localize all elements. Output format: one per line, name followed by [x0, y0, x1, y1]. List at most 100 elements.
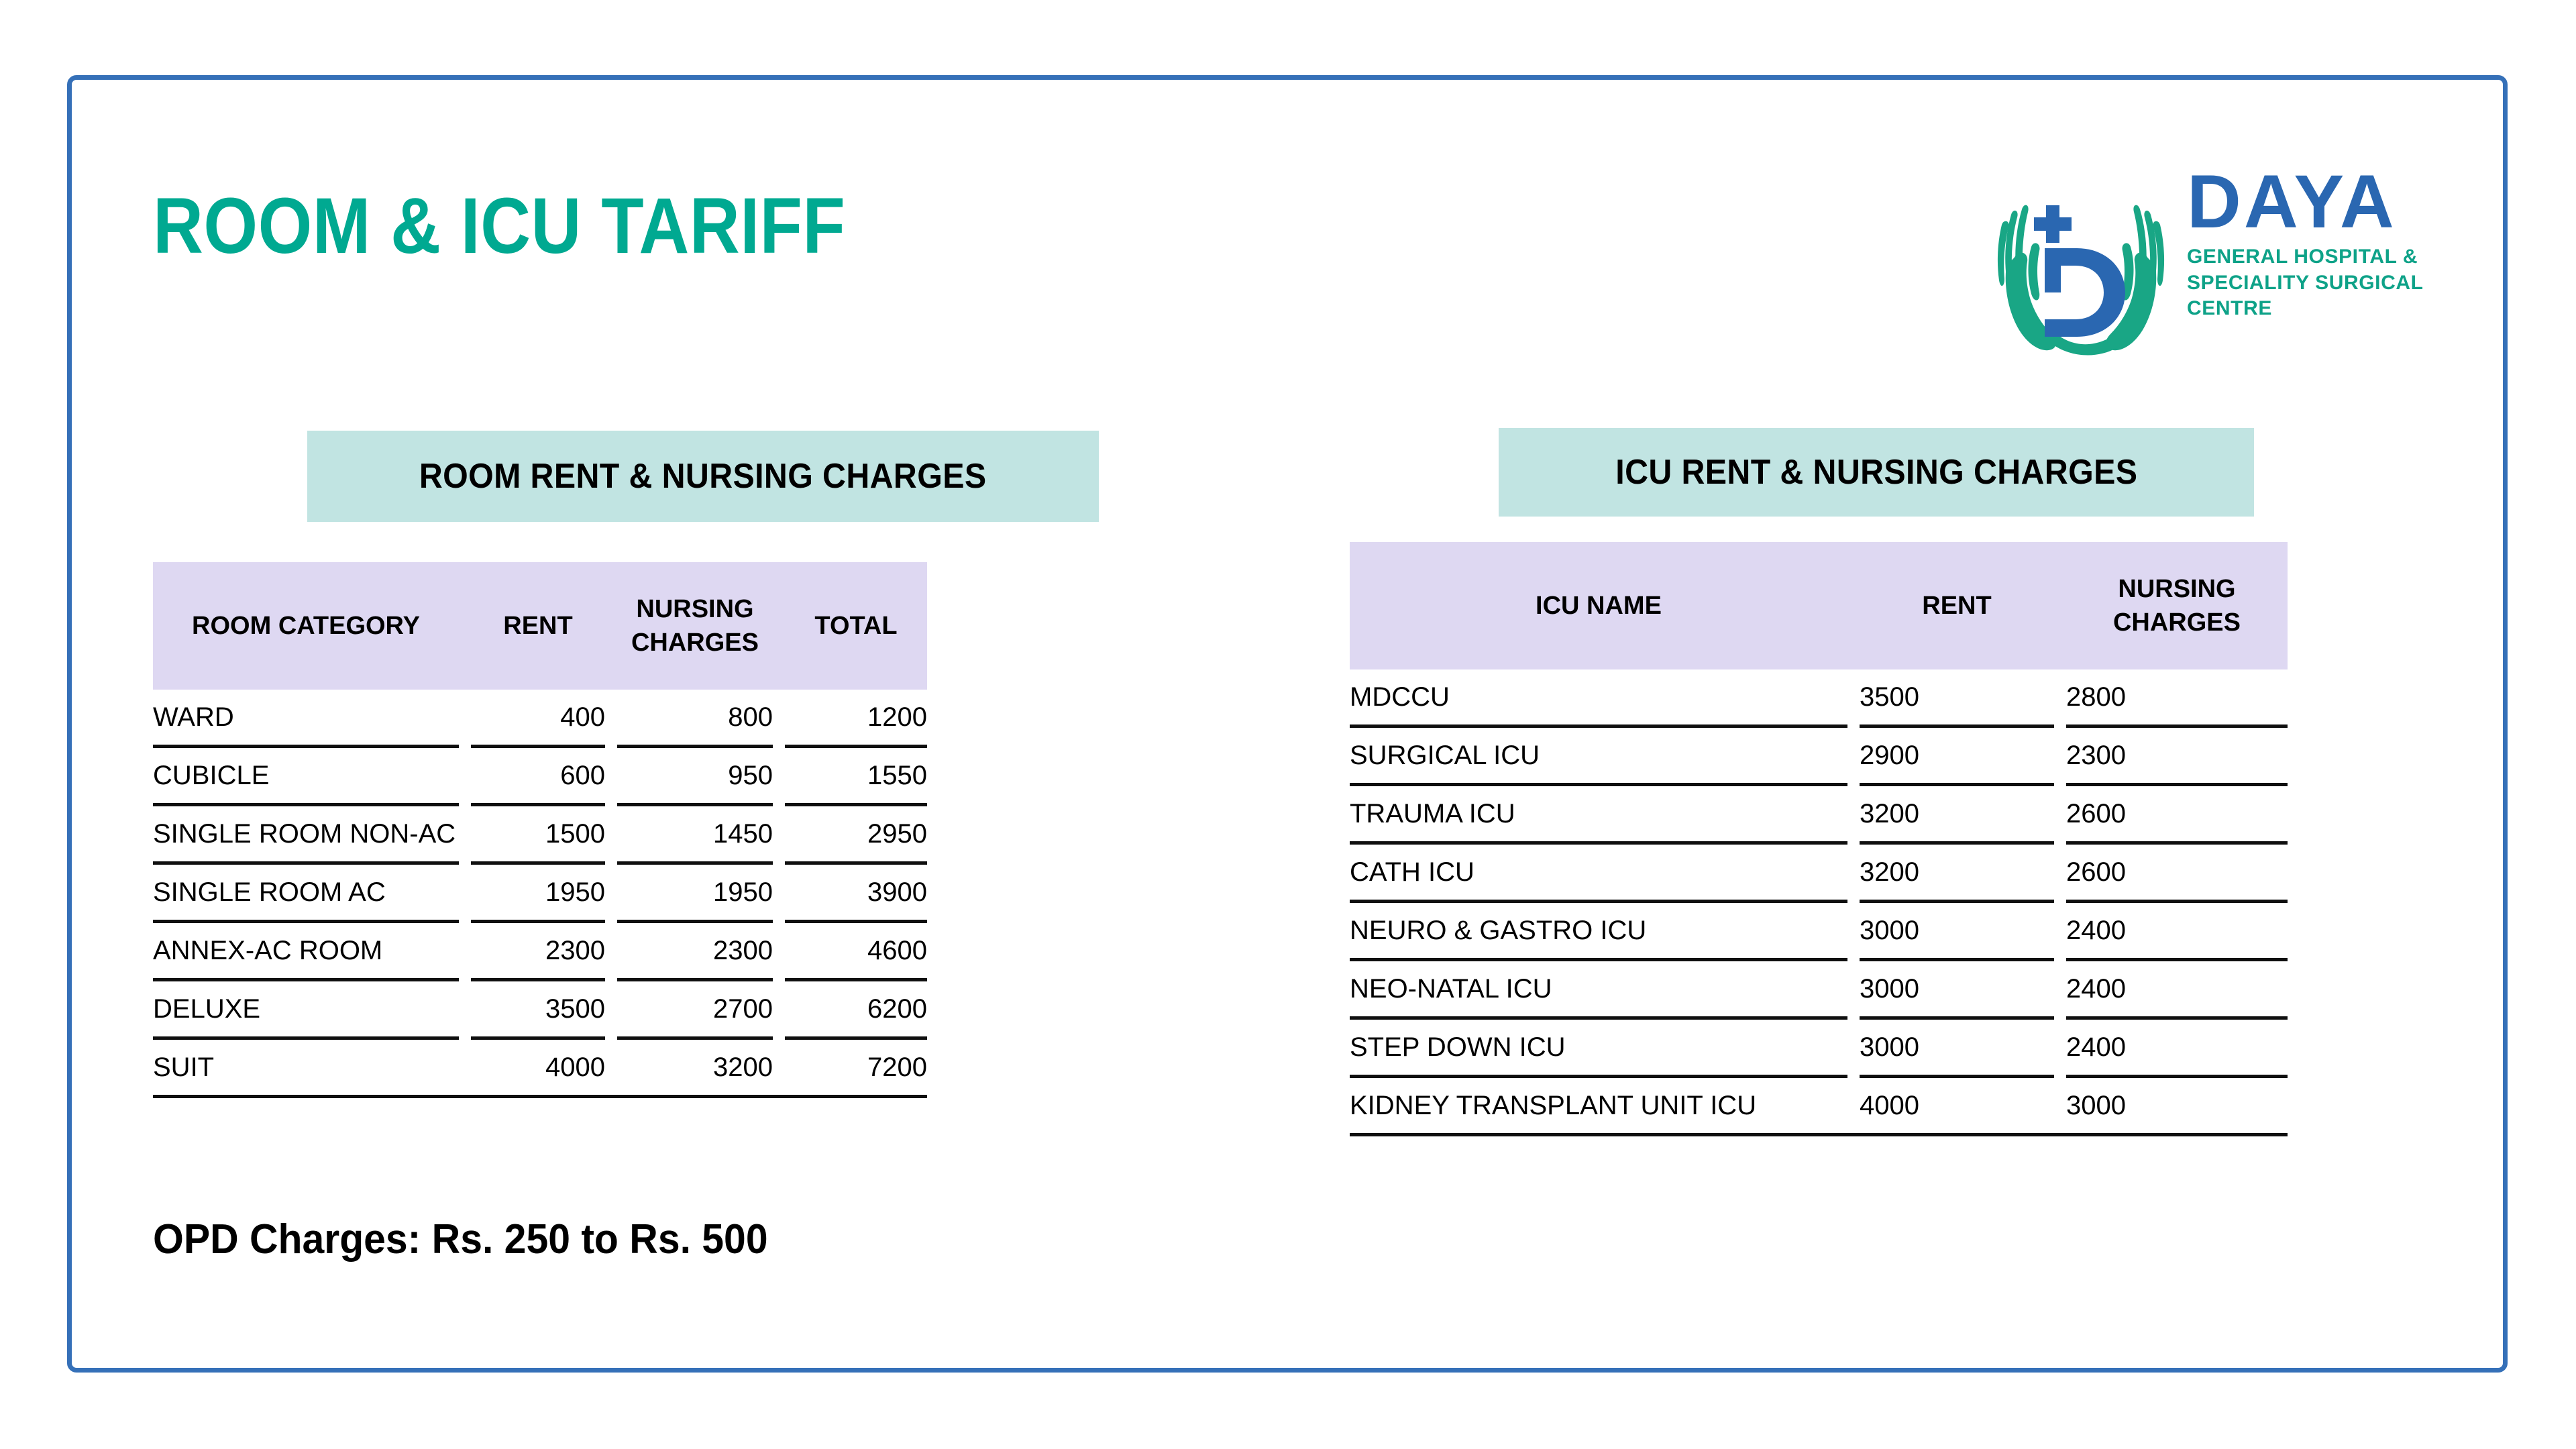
- icu-col-header-nursing-line1: NURSING: [2118, 574, 2236, 603]
- table-row: KIDNEY TRANSPLANT UNIT ICU 4000 3000: [1350, 1075, 2288, 1136]
- daya-hands-cross-d-logo-icon: [1997, 205, 2165, 356]
- cell-gap: [1847, 1076, 1860, 1136]
- logo-subtitle-line1: GENERAL HOSPITAL &: [2187, 246, 2418, 268]
- icu-rent-cell: 3500: [1860, 682, 1919, 712]
- cell-gap: [605, 979, 617, 1038]
- logo-subtitle-line2: SPECIALITY SURGICAL: [2187, 271, 2424, 294]
- room-total-cell: 2950: [785, 803, 927, 863]
- icu-rent-cell: 3000: [1860, 1016, 2054, 1077]
- table-row: CATH ICU 3200 2600: [1350, 841, 2288, 902]
- logo-subtitle-line3: CENTRE: [2187, 297, 2272, 320]
- cell-gap: [1847, 843, 1860, 902]
- icu-name-cell: CATH ICU: [1350, 841, 1847, 902]
- table-row: DELUXE 3500 2700 6200: [153, 978, 927, 1038]
- icu-name-cell: TRAUMA ICU: [1350, 783, 1847, 843]
- table-row: SUIT 4000 3200 7200: [153, 1036, 927, 1098]
- cell-gap: [1847, 784, 1860, 843]
- icu-name-cell: MDCCU: [1350, 682, 1450, 712]
- icu-name-cell: NEO-NATAL ICU: [1350, 958, 1847, 1018]
- table-row: NEURO & GASTRO ICU 3000 2400: [1350, 900, 2288, 960]
- room-table-body: WARD 400 800 1200 CUBICLE 600 950 1550 SINGLE RO…: [153, 690, 927, 1098]
- cell-gap: [459, 921, 471, 980]
- room-nursing-cell: 800: [728, 702, 773, 732]
- cell-gap: [605, 921, 617, 980]
- icu-name-cell: STEP DOWN ICU: [1350, 1016, 1847, 1077]
- icu-rent-cell: 3200: [1860, 841, 2054, 902]
- table-row: TRAUMA ICU 3200 2600: [1350, 783, 2288, 843]
- daya-logo: DAYA GENERAL HOSPITAL & SPECIALITY SURGI…: [1987, 161, 2483, 359]
- table-row: SINGLE ROOM AC 1950 1950 3900: [153, 861, 927, 922]
- cell-gap: [773, 1038, 785, 1098]
- icu-col-header-name: ICU NAME: [1350, 542, 1847, 669]
- icu-name-cell: NEURO & GASTRO ICU: [1350, 900, 1847, 960]
- cell-gap: [459, 979, 471, 1038]
- cell-gap: [1847, 1018, 1860, 1077]
- icu-name-cell: KIDNEY TRANSPLANT UNIT ICU: [1350, 1075, 1847, 1136]
- icu-rent-cell: 3200: [1860, 783, 2054, 843]
- logo-wordmark: DAYA GENERAL HOSPITAL & SPECIALITY SURGI…: [2187, 161, 2424, 322]
- cell-gap: [773, 746, 785, 805]
- cell-gap: [773, 863, 785, 922]
- opd-charges-note: OPD Charges: Rs. 250 to Rs. 500: [153, 1216, 768, 1263]
- logo-brand: DAYA: [2187, 160, 2397, 244]
- cell-gap: [2054, 1076, 2066, 1136]
- cell-gap: [459, 804, 471, 863]
- room-category-cell: SUIT: [153, 1036, 459, 1098]
- cell-gap: [1847, 901, 1860, 960]
- cell-gap: [605, 863, 617, 922]
- cell-gap: [2054, 901, 2066, 960]
- room-total-cell: 6200: [785, 978, 927, 1038]
- room-table-banner-label: ROOM RENT & NURSING CHARGES: [419, 457, 987, 496]
- logo-subtitle: GENERAL HOSPITAL & SPECIALITY SURGICAL C…: [2187, 244, 2424, 321]
- room-col-header-category-label: ROOM CATEGORY: [192, 611, 420, 640]
- room-rent-cell: 4000: [471, 1036, 605, 1098]
- cell-gap: [2054, 959, 2066, 1018]
- room-nursing-cell: 2700: [617, 978, 773, 1038]
- room-category-cell: WARD: [153, 702, 234, 732]
- room-total-cell: 1550: [785, 745, 927, 805]
- room-nursing-cell: 2300: [617, 920, 773, 980]
- cell-gap: [2054, 669, 2066, 727]
- room-category-cell: DELUXE: [153, 978, 459, 1038]
- room-col-header-rent-label: RENT: [503, 611, 573, 640]
- icu-nursing-cell: 2600: [2066, 841, 2288, 902]
- room-col-header-nursing-line2: CHARGES: [631, 629, 759, 657]
- table-row: WARD 400 800 1200: [153, 690, 927, 747]
- icu-table-banner-label: ICU RENT & NURSING CHARGES: [1615, 453, 2138, 492]
- header-gap: [459, 562, 471, 690]
- cell-gap: [773, 804, 785, 863]
- icu-rent-cell: 3000: [1860, 958, 2054, 1018]
- icu-nursing-cell: 2400: [2066, 1016, 2288, 1077]
- room-table-banner: ROOM RENT & NURSING CHARGES: [307, 431, 1099, 522]
- room-col-header-total-label: TOTAL: [814, 611, 898, 640]
- icu-col-header-name-label: ICU NAME: [1536, 591, 1662, 620]
- table-row: NEO-NATAL ICU 3000 2400: [1350, 958, 2288, 1018]
- cell-gap: [2054, 1018, 2066, 1077]
- cell-gap: [2054, 843, 2066, 902]
- header-gap: [773, 562, 785, 690]
- cell-gap: [1847, 726, 1860, 785]
- room-rent-table: ROOM CATEGORY RENT NURSING CHARGES: [153, 562, 927, 1098]
- icu-rent-table: ICU NAME RENT NURSING CHARGES MDCCU: [1350, 542, 2288, 1136]
- cell-gap: [459, 690, 471, 747]
- icu-table-header-row: ICU NAME RENT NURSING CHARGES: [1350, 542, 2288, 669]
- room-table-header-row: ROOM CATEGORY RENT NURSING CHARGES: [153, 562, 927, 690]
- room-col-header-nursing-line1: NURSING: [636, 594, 754, 623]
- room-total-cell: 7200: [785, 1036, 927, 1098]
- icu-col-header-nursing: NURSING CHARGES: [2066, 542, 2288, 669]
- table-row: MDCCU 3500 2800: [1350, 669, 2288, 727]
- room-rent-cell: 1950: [471, 861, 605, 922]
- room-nursing-cell: 1450: [617, 803, 773, 863]
- icu-table-banner: ICU RENT & NURSING CHARGES: [1499, 428, 2254, 517]
- icu-nursing-cell: 2300: [2066, 724, 2288, 785]
- cell-gap: [459, 863, 471, 922]
- cell-gap: [2054, 784, 2066, 843]
- room-rent-cell: 2300: [471, 920, 605, 980]
- cell-gap: [605, 690, 617, 747]
- room-category-cell: SINGLE ROOM AC: [153, 861, 459, 922]
- cell-gap: [773, 979, 785, 1038]
- table-row: ANNEX-AC ROOM 2300 2300 4600: [153, 920, 927, 980]
- cell-gap: [1847, 669, 1860, 727]
- room-col-header-rent: RENT: [471, 562, 605, 690]
- icu-nursing-cell: 2800: [2066, 682, 2126, 712]
